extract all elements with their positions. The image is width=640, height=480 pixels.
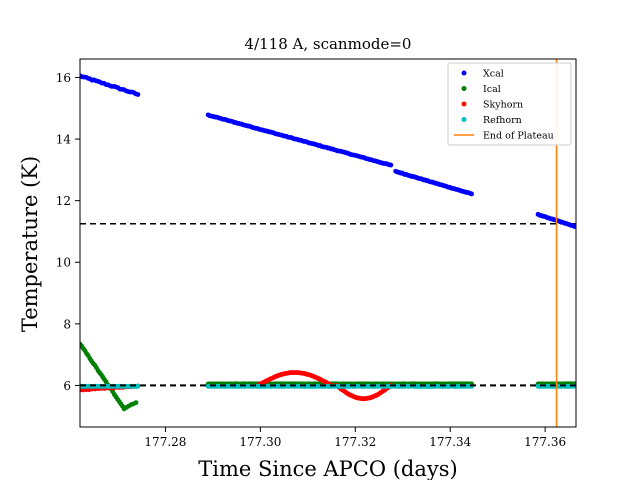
legend-marker-skyhorn	[461, 101, 467, 107]
legend: Xcal Ical Skyhorn Refhorn End of Plateau	[447, 62, 572, 146]
legend-label-skyhorn: Skyhorn	[483, 100, 523, 111]
x-tick-label: 177.36	[524, 435, 566, 449]
x-tick-label: 177.34	[429, 435, 471, 449]
legend-label-xcal: Xcal	[483, 69, 504, 80]
data-point	[135, 383, 141, 389]
legend-marker-ical	[461, 86, 467, 91]
data-point	[388, 162, 394, 168]
y-tick-label: 16	[56, 71, 71, 85]
x-tick-label: 177.32	[334, 435, 376, 449]
axes-frame	[79, 58, 577, 428]
legend-box	[447, 62, 572, 146]
series-xcal	[80, 73, 576, 230]
x-tick-label: 177.30	[239, 435, 281, 449]
x-axis-label: Time Since APCO (days)	[198, 457, 457, 480]
legend-label-ical: Ical	[483, 84, 501, 95]
y-tick-label: 14	[56, 133, 72, 147]
axes: 177.28 177.30 177.32 177.34 177.36 6 8 10 12 14 16	[56, 58, 577, 449]
x-tick-label: 177.28	[144, 435, 186, 449]
data-point	[135, 92, 141, 97]
legend-marker-refhorn	[461, 117, 467, 122]
data-point	[573, 224, 576, 230]
data-point	[469, 191, 474, 197]
chart-title: 4/118 A, scanmode=0	[245, 35, 412, 53]
y-axis-label: Temperature (K)	[18, 156, 42, 332]
legend-marker-xcal	[461, 70, 467, 76]
legend-label-refhorn: Refhorn	[483, 115, 522, 126]
y-tick-label: 10	[56, 256, 71, 270]
legend-label-end-of-plateau: End of Plateau	[483, 131, 554, 142]
data-point	[133, 400, 139, 406]
plot-area	[80, 59, 576, 427]
y-tick-label: 8	[63, 317, 71, 331]
y-tick-label: 6	[63, 379, 71, 393]
y-tick-label: 12	[56, 194, 71, 208]
